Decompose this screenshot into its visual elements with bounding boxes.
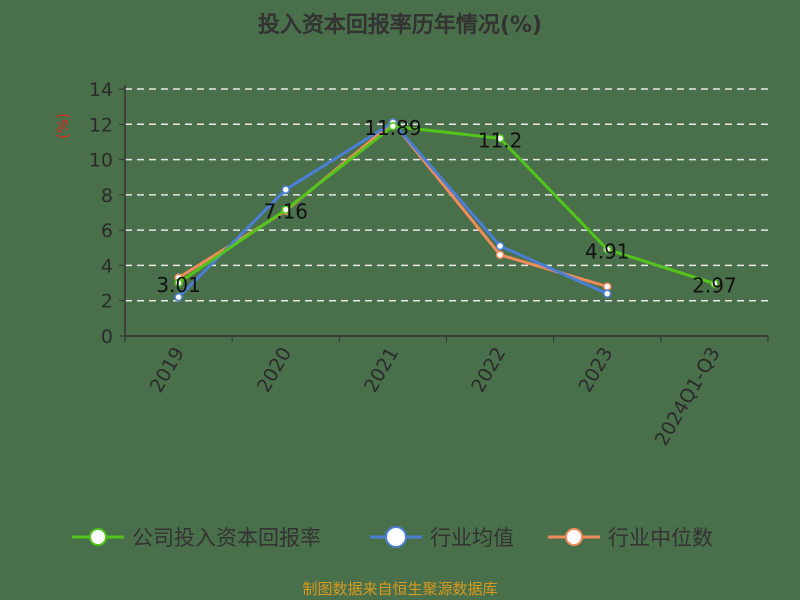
legend-label: 公司投入资本回报率: [132, 526, 321, 550]
data-point: [388, 121, 398, 131]
data-point: [710, 279, 719, 288]
x-tick-label: 2024Q1-Q3: [651, 344, 725, 450]
data-point: [603, 245, 612, 254]
legend-item[interactable]: 行业中位数: [548, 526, 713, 550]
data-label: 11.2: [478, 128, 523, 152]
data-point: [495, 134, 505, 143]
x-tick-label: 2019: [146, 344, 189, 397]
legend-item[interactable]: 行业均值: [370, 526, 514, 550]
data-point: [603, 289, 612, 298]
data-label: 4.91: [585, 239, 630, 263]
y-axis-label: (%): [54, 113, 72, 139]
data-label: 11.89: [364, 116, 421, 140]
series-line-2: [177, 120, 608, 289]
y-tick-label: 6: [101, 220, 113, 242]
y-tick-label: 2: [101, 291, 113, 313]
legend-marker-icon: [385, 526, 407, 548]
data-label: 2.97: [692, 274, 737, 298]
legend-marker-icon: [565, 528, 583, 546]
x-tick-label: 2021: [360, 344, 403, 397]
x-tick-label: 2022: [467, 344, 510, 397]
data-point: [281, 185, 290, 194]
source-note: 制图数据来自恒生聚源数据库: [302, 580, 497, 598]
series-line-0: [177, 124, 715, 286]
series-line-1: [177, 120, 608, 299]
y-tick-label: 14: [89, 79, 113, 101]
chart-title: 投入资本回报率历年情况(%): [258, 12, 542, 38]
data-point: [603, 282, 612, 291]
data-point: [495, 250, 505, 260]
y-tick-label: 8: [101, 185, 113, 207]
data-point: [174, 278, 183, 288]
legend-label: 行业中位数: [608, 526, 713, 550]
data-point: [174, 292, 183, 302]
legend-label: 行业均值: [430, 526, 514, 550]
legend-item[interactable]: 公司投入资本回报率: [72, 526, 321, 550]
data-label: 7.16: [263, 200, 308, 224]
legend-marker-icon: [89, 528, 107, 546]
x-tick-label: 2023: [574, 344, 617, 397]
y-tick-label: 12: [89, 114, 113, 136]
data-label: 3.01: [156, 273, 201, 297]
y-tick-label: 4: [101, 255, 113, 277]
x-tick-label: 2020: [253, 344, 296, 397]
y-tick-label: 0: [101, 326, 113, 348]
y-tick-label: 10: [89, 150, 113, 172]
data-point: [281, 205, 290, 214]
data-point: [495, 241, 505, 251]
